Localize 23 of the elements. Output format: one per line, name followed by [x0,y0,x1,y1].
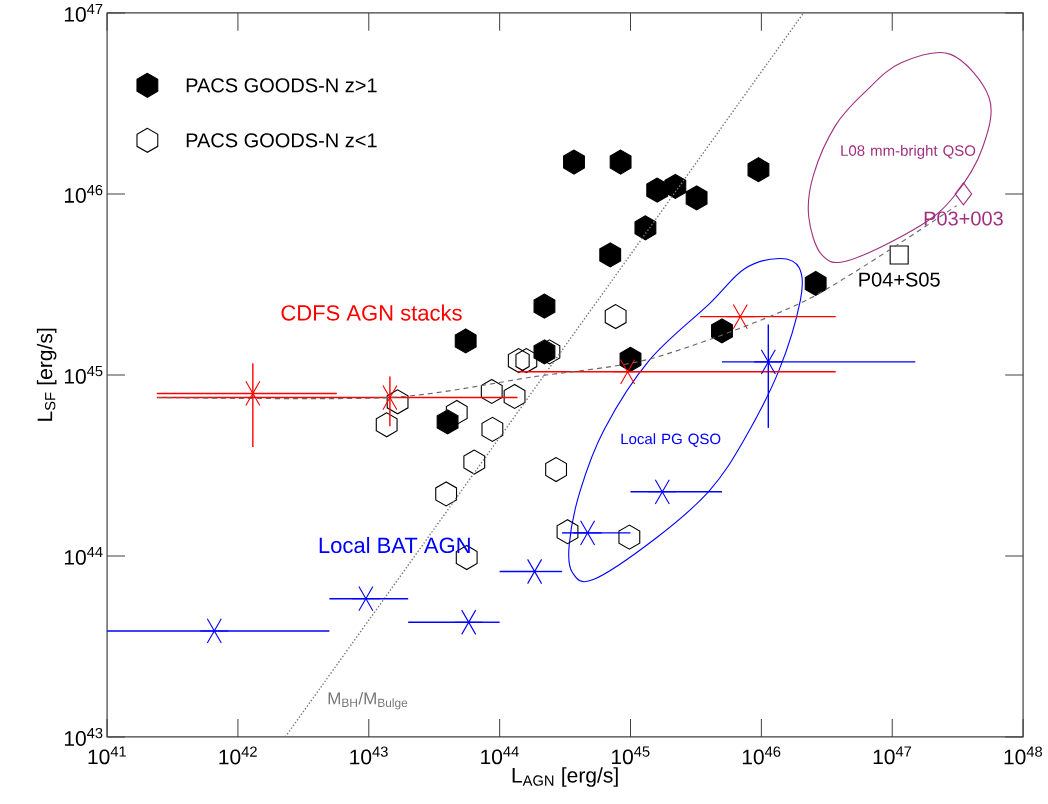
series-label: M$_{BH}$/M$_{Bulge}$ [328,691,408,710]
legend-label: PACS GOODS-N z>1 [186,78,377,93]
y-tick-label: 10$^{45}$ [64,365,103,384]
y-tick-label: 10$^{46}$ [64,184,103,203]
y-axis-title: L$_{SF}$ [erg/s] [36,328,57,421]
x-tick-label: 10$^{41}$ [88,746,126,765]
text: Local BAT AGN [319,536,470,554]
y-tick-label: 10$^{43}$ [64,727,103,746]
x-tick-label: 10$^{47}$ [873,746,912,765]
x-tick-label: 10$^{48}$ [1004,746,1043,765]
x-tick-label: 10$^{45}$ [612,746,650,765]
x-tick-label: 10$^{43}$ [350,746,388,765]
legend-label: PACS GOODS-N z<1 [186,133,377,148]
y-tick-label: 10$^{47}$ [64,3,103,22]
x-tick-label: 10$^{44}$ [481,746,519,765]
annotation: L08 mm-bright QSO [841,144,976,159]
series-label: P04+S05 [859,272,940,287]
y-tick-label: 10$^{44}$ [64,546,103,565]
x-axis-title: L$_{AGN}$ [erg/s] [512,767,618,787]
x-tick-label: 10$^{42}$ [219,746,257,765]
text: CDFS AGN stacks [281,304,462,321]
x-tick-label: 10$^{46}$ [742,746,781,765]
annotation: Local PG QSO [621,433,721,447]
